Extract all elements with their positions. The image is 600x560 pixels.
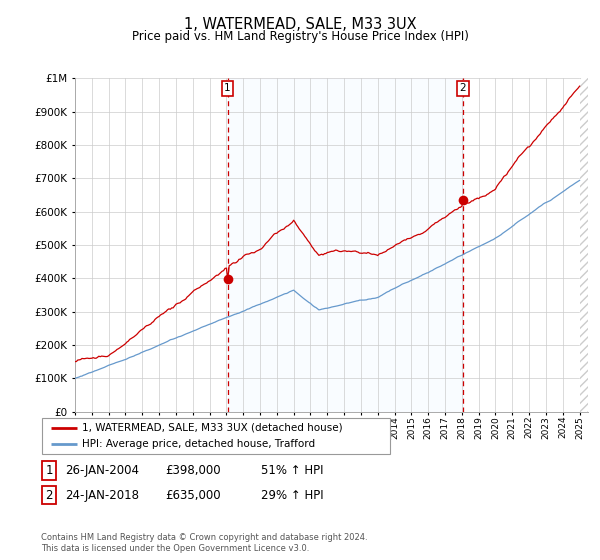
Text: 29% ↑ HPI: 29% ↑ HPI — [261, 488, 323, 502]
Text: 26-JAN-2004: 26-JAN-2004 — [65, 464, 139, 477]
Text: 2: 2 — [460, 83, 466, 94]
Bar — [580, 78, 600, 412]
Text: £398,000: £398,000 — [165, 464, 221, 477]
FancyBboxPatch shape — [42, 461, 56, 480]
Text: 1: 1 — [46, 464, 53, 477]
Text: Price paid vs. HM Land Registry's House Price Index (HPI): Price paid vs. HM Land Registry's House … — [131, 30, 469, 43]
Text: 51% ↑ HPI: 51% ↑ HPI — [261, 464, 323, 477]
Bar — [580, 78, 600, 412]
Text: 1: 1 — [224, 83, 231, 94]
Text: Contains HM Land Registry data © Crown copyright and database right 2024.
This d: Contains HM Land Registry data © Crown c… — [41, 533, 367, 553]
Bar — [227, 78, 463, 412]
Text: £635,000: £635,000 — [165, 488, 221, 502]
FancyBboxPatch shape — [42, 486, 56, 505]
Text: 24-JAN-2018: 24-JAN-2018 — [65, 488, 139, 502]
FancyBboxPatch shape — [42, 418, 390, 454]
Text: 1, WATERMEAD, SALE, M33 3UX: 1, WATERMEAD, SALE, M33 3UX — [184, 17, 416, 32]
Text: 2: 2 — [46, 488, 53, 502]
Text: HPI: Average price, detached house, Trafford: HPI: Average price, detached house, Traf… — [82, 439, 315, 449]
Text: 1, WATERMEAD, SALE, M33 3UX (detached house): 1, WATERMEAD, SALE, M33 3UX (detached ho… — [82, 423, 343, 433]
